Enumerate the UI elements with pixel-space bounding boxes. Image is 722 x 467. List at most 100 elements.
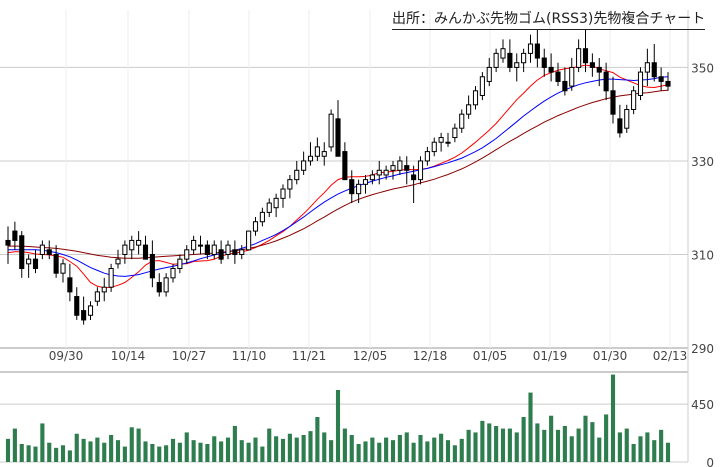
volume-bar: [569, 436, 574, 462]
candle-body: [184, 249, 190, 260]
volume-bar: [390, 440, 396, 462]
x-tick-label: 01/30: [593, 349, 628, 363]
volume-tick-label: 450: [691, 398, 714, 412]
candle-body: [417, 160, 424, 181]
candle-body: [87, 305, 94, 316]
volume-bar: [466, 429, 471, 462]
volume-bar: [19, 444, 24, 462]
y-tick-label: 350: [691, 61, 714, 75]
candle-body: [452, 127, 458, 139]
candle-body: [252, 221, 259, 232]
candle-body: [362, 179, 369, 185]
volume-bar: [528, 392, 533, 462]
candle-body: [294, 169, 300, 181]
x-tick-label: 01/05: [473, 349, 508, 363]
candle-body: [617, 118, 623, 134]
volume-bar: [280, 438, 286, 462]
volume-bar: [287, 433, 292, 462]
volume-bar: [638, 436, 643, 462]
candle-body: [404, 165, 410, 171]
candle-body: [644, 62, 650, 73]
candle-body: [246, 230, 252, 251]
volume-bar: [631, 444, 636, 462]
volume-bar: [157, 446, 162, 462]
volume-bar: [81, 438, 86, 462]
volume-bar: [610, 374, 616, 462]
candle-body: [507, 52, 513, 68]
candle-body: [115, 258, 121, 265]
volume-bar: [177, 442, 182, 462]
volume-bar: [397, 435, 402, 462]
volume-bar: [487, 423, 492, 462]
volume-bar: [26, 445, 31, 462]
candle-body: [411, 174, 417, 181]
candle-body: [129, 239, 135, 251]
x-tick-label: 11/10: [232, 349, 267, 363]
candle-body: [431, 141, 437, 153]
volume-bar: [40, 423, 45, 462]
volume-bar: [122, 446, 127, 462]
candle-body: [486, 66, 492, 82]
candle-body: [397, 160, 403, 171]
candle-body: [424, 151, 430, 162]
candle-body: [280, 188, 286, 199]
candle-body: [232, 249, 238, 255]
volume-bar: [363, 441, 368, 462]
candle-body: [81, 310, 87, 321]
y-tick-label: 310: [691, 248, 714, 262]
volume-axis-labels: 450 0: [691, 398, 714, 467]
volume-bar: [274, 436, 279, 462]
volume-bar: [624, 428, 629, 462]
candle-body: [548, 66, 554, 73]
x-tick-label: 10/14: [111, 349, 146, 363]
volume-bar: [54, 447, 59, 462]
volume-bar: [198, 442, 203, 462]
volume-bar: [212, 436, 217, 462]
moving-average-line: [8, 76, 669, 277]
volume-bar: [652, 440, 657, 462]
x-tick-label: 10/27: [172, 349, 207, 363]
volume-bar: [555, 429, 561, 462]
candle-body: [596, 66, 602, 73]
volume-bars: [5, 374, 671, 462]
candle-body: [218, 249, 224, 260]
volume-bar: [445, 440, 451, 462]
candle-body: [101, 286, 107, 293]
candle-body: [142, 244, 149, 260]
candle-body: [631, 90, 637, 111]
candle-body: [5, 239, 11, 246]
volume-bar: [294, 437, 299, 462]
candle-body: [19, 235, 25, 270]
candle-body: [603, 71, 609, 92]
volume-bar: [500, 428, 506, 462]
volume-bar: [439, 433, 444, 462]
candle-body: [459, 113, 465, 129]
volume-bar: [349, 435, 354, 462]
volume-bar: [60, 445, 66, 462]
volume-bar: [370, 437, 375, 462]
candle-body: [438, 137, 444, 143]
candle-body: [562, 80, 568, 92]
x-tick-label: 09/30: [49, 349, 84, 363]
candle-body: [60, 263, 66, 274]
y-axis-labels: 350 330 310 290: [691, 61, 714, 356]
candle-body: [624, 109, 630, 129]
candle-body: [239, 249, 245, 255]
candle-body: [576, 48, 582, 68]
candle-body: [163, 277, 169, 293]
candle-body: [651, 62, 657, 78]
candle-body: [328, 113, 334, 148]
volume-bar: [597, 437, 602, 462]
candle-body: [349, 179, 355, 195]
candle-body: [156, 282, 162, 293]
volume-bar: [617, 432, 622, 462]
volume-tick-label: 0: [706, 456, 714, 467]
y-tick-label: 330: [691, 155, 714, 169]
candle-body: [273, 197, 279, 209]
candle-body: [259, 211, 265, 223]
volume-bar: [88, 441, 93, 462]
candle-body: [287, 179, 293, 190]
volume-bar: [164, 445, 169, 462]
volume-bar: [459, 438, 464, 462]
candle-body: [94, 291, 100, 302]
